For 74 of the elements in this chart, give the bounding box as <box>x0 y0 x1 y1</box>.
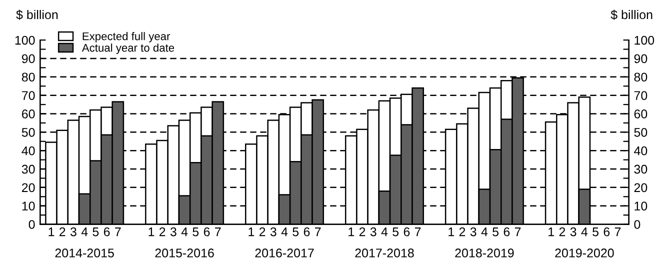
legend-label: Actual year to date <box>82 44 174 54</box>
x-tick-label: 7 <box>514 228 521 236</box>
y-tick-label: 90 <box>22 54 35 64</box>
x-tick-label: 3 <box>70 227 76 236</box>
x-tick-label: 1 <box>548 228 554 236</box>
y2-tick-label: 20 <box>634 183 648 192</box>
x-tick-label: 4 <box>281 228 288 236</box>
y-axis-title: $ billion <box>16 10 58 20</box>
x-tick-label: 6 <box>304 227 310 236</box>
text: 2015-2016 <box>155 248 214 258</box>
text: 2016-2017 <box>255 248 314 258</box>
x-tick-label: 5 <box>92 228 99 236</box>
y2-tick-label: 70 <box>634 91 648 100</box>
x-tick-label: 1 <box>348 228 354 236</box>
x-tick-label: 2 <box>60 227 66 236</box>
y2-tick-label: 80 <box>634 72 648 82</box>
x-tick-label: 7 <box>614 228 621 236</box>
y2-axis-title: $ billion <box>610 10 652 20</box>
y2-tick-label: 40 <box>634 146 648 156</box>
x-tick-label: 2 <box>359 227 366 236</box>
y-tick-label: 80 <box>22 72 35 82</box>
x-tick-label: 5 <box>292 228 299 236</box>
text: 2014-2015 <box>55 248 114 258</box>
x-tick-label: 5 <box>192 228 199 236</box>
y2-tick-label: 50 <box>634 128 648 137</box>
x-tick-label: 1 <box>448 228 454 236</box>
x-tick-label: 3 <box>370 227 376 236</box>
x-tick-label: 4 <box>481 228 488 236</box>
y-tick-label: 40 <box>22 146 35 156</box>
x-tick-label: 2 <box>159 227 166 236</box>
y2-tick-label: 90 <box>634 54 648 64</box>
x-tick-label: 5 <box>392 228 399 236</box>
legend-label: Expected full year <box>82 32 170 42</box>
x-tick-label: 3 <box>270 227 276 236</box>
y-tick-label: 70 <box>22 91 35 100</box>
x-tick-label: 6 <box>104 227 110 236</box>
x-tick-label: 2 <box>459 227 466 236</box>
x-tick-label: 1 <box>148 228 154 236</box>
y-tick-label: 100 <box>15 36 35 45</box>
y2-tick-label: 60 <box>634 110 648 118</box>
text: 2018-2019 <box>455 248 514 258</box>
x-tick-label: 2 <box>559 227 566 236</box>
x-tick-label: 6 <box>604 227 610 236</box>
x-tick-label: 4 <box>81 228 88 236</box>
x-tick-label: 6 <box>504 227 510 236</box>
text: 2017-2018 <box>355 248 414 258</box>
x-tick-label: 1 <box>48 228 54 236</box>
x-tick-label: 4 <box>181 228 188 236</box>
y-tick-label: 10 <box>22 202 35 211</box>
x-tick-label: 4 <box>381 228 388 236</box>
x-tick-label: 7 <box>115 228 121 236</box>
y-tick-label: 60 <box>22 110 35 118</box>
y2-tick-label: 0 <box>634 220 640 229</box>
x-tick-label: 3 <box>470 227 476 236</box>
x-tick-label: 4 <box>581 228 588 236</box>
x-tick-label: 6 <box>204 227 210 236</box>
y2-tick-label: 100 <box>634 36 654 45</box>
x-tick-label: 5 <box>492 228 499 236</box>
x-tick-label: 1 <box>248 228 254 236</box>
x-tick-label: 3 <box>570 227 576 236</box>
y-tick-label: 50 <box>22 128 35 137</box>
y-tick-label: 20 <box>22 183 35 192</box>
y-tick-label: 0 <box>28 220 35 229</box>
x-tick-label: 3 <box>170 227 176 236</box>
x-tick-label: 7 <box>215 228 221 236</box>
y2-tick-label: 30 <box>634 164 648 174</box>
x-tick-label: 2 <box>259 227 266 236</box>
x-tick-label: 7 <box>414 228 421 236</box>
x-tick-label: 7 <box>315 228 321 236</box>
y-tick-label: 30 <box>22 164 35 174</box>
x-tick-label: 5 <box>592 228 598 236</box>
y2-tick-label: 10 <box>634 202 648 211</box>
text: 2019-2020 <box>555 248 614 258</box>
x-tick-label: 6 <box>404 227 410 236</box>
